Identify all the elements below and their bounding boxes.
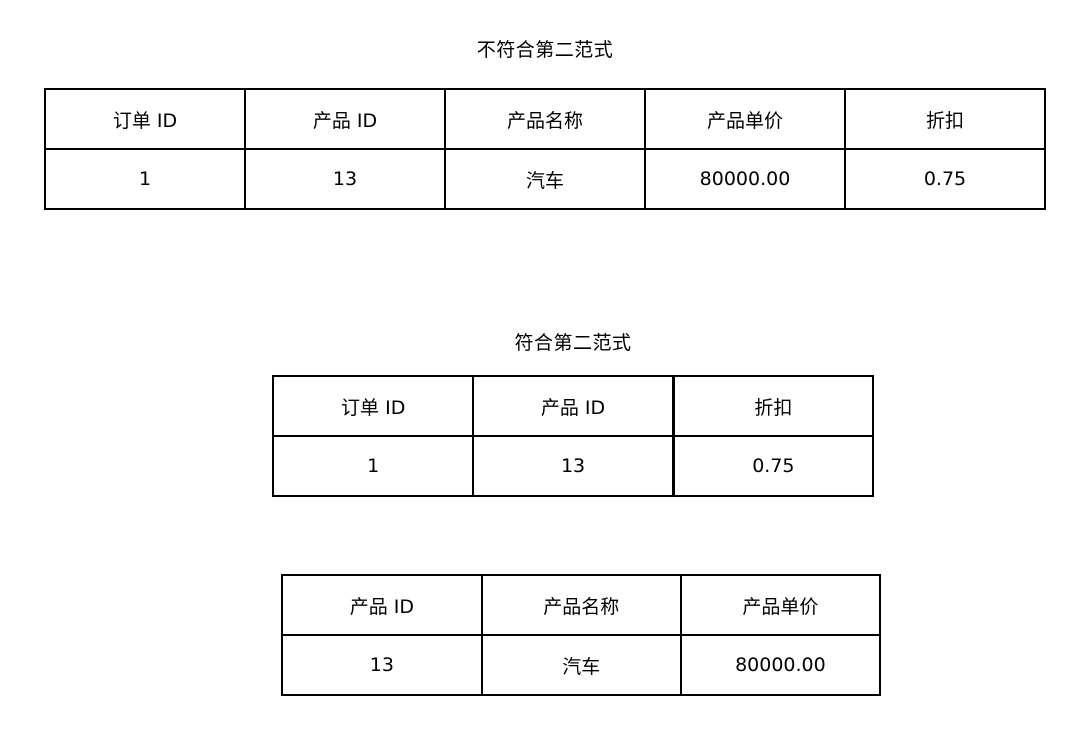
data-cell: 13 <box>281 634 483 696</box>
data-cell: 13 <box>472 435 675 497</box>
data-cell: 13 <box>244 148 446 210</box>
data-cell: 汽车 <box>480 634 682 696</box>
table-row: 13 汽车 80000.00 <box>281 634 882 696</box>
data-cell: 汽车 <box>444 148 646 210</box>
table-row: 1 13 汽车 80000.00 0.75 <box>44 148 1046 210</box>
table-header-row: 订单 ID 产品 ID 折扣 <box>271 375 874 437</box>
header-cell: 产品 ID <box>472 375 675 437</box>
table-row: 1 13 0.75 <box>271 435 874 497</box>
data-cell: 1 <box>44 148 246 210</box>
data-cell: 0.75 <box>844 148 1046 210</box>
data-cell: 80000.00 <box>644 148 846 210</box>
header-cell: 产品 ID <box>281 574 483 636</box>
data-cell: 80000.00 <box>679 634 882 696</box>
table-unnormalized: 订单 ID 产品 ID 产品名称 产品单价 折扣 1 13 汽车 80000.0… <box>44 88 1046 210</box>
table-header-row: 订单 ID 产品 ID 产品名称 产品单价 折扣 <box>44 88 1046 150</box>
section-title-unnormalized: 不符合第二范式 <box>476 39 614 61</box>
table-products-2nf: 产品 ID 产品名称 产品单价 13 汽车 80000.00 <box>281 574 882 696</box>
header-cell: 订单 ID <box>44 88 246 150</box>
data-cell: 1 <box>271 435 475 497</box>
header-cell: 订单 ID <box>271 375 475 437</box>
header-cell: 产品名称 <box>480 574 682 636</box>
table-header-row: 产品 ID 产品名称 产品单价 <box>281 574 882 636</box>
header-cell: 产品名称 <box>444 88 646 150</box>
header-cell: 产品 ID <box>244 88 446 150</box>
header-cell: 产品单价 <box>644 88 846 150</box>
header-cell: 产品单价 <box>679 574 882 636</box>
header-cell: 折扣 <box>844 88 1046 150</box>
table-orders-2nf: 订单 ID 产品 ID 折扣 1 13 0.75 <box>271 375 874 497</box>
data-cell: 0.75 <box>671 435 874 497</box>
section-title-normalized: 符合第二范式 <box>514 332 632 354</box>
header-cell: 折扣 <box>671 375 874 437</box>
